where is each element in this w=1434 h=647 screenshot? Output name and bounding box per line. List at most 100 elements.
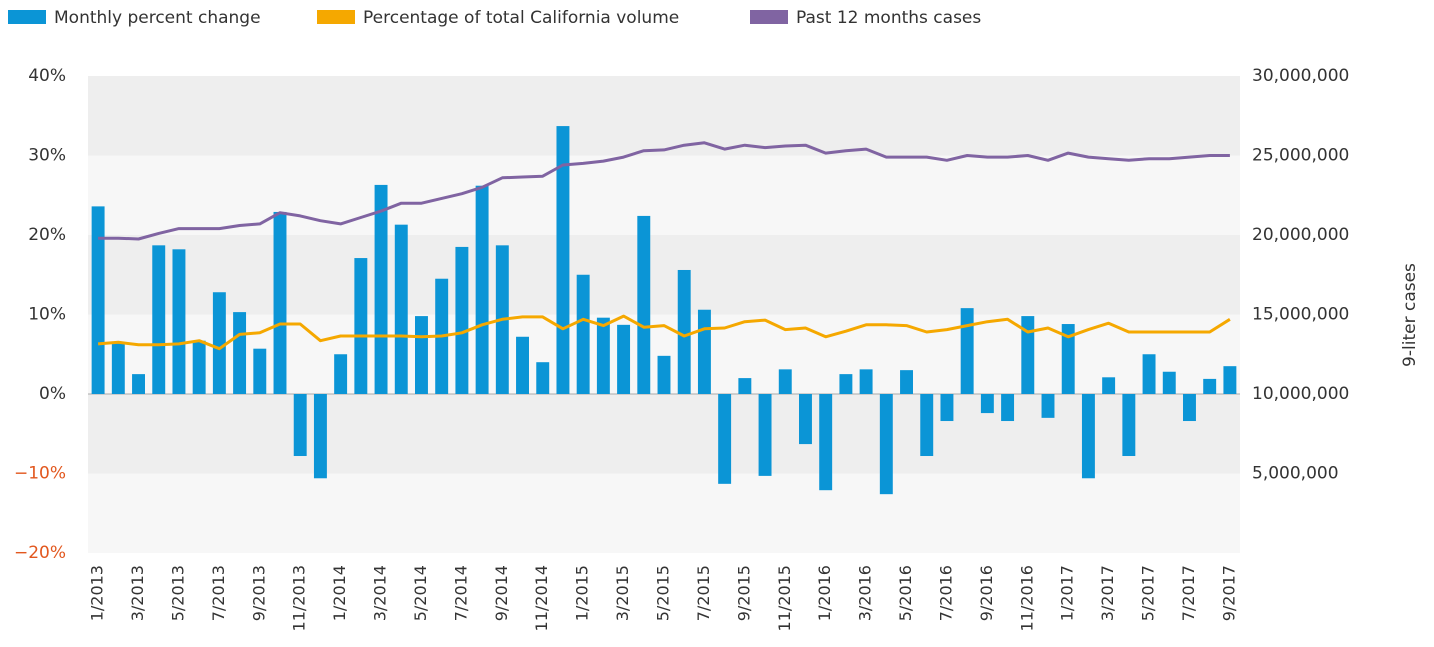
x-tick-label: 1/2017: [1058, 565, 1077, 621]
bar: [1041, 394, 1055, 418]
bar: [677, 269, 691, 394]
x-tick-label: 3/2014: [371, 565, 390, 621]
x-tick-label: 3/2017: [1098, 565, 1117, 621]
bar: [980, 394, 994, 414]
bar: [152, 245, 166, 394]
bar: [1162, 371, 1176, 394]
bar: [334, 354, 348, 394]
y-tick-label: 40%: [28, 66, 66, 86]
x-tick-label: 1/2015: [573, 565, 592, 621]
grid-band: [88, 235, 1240, 315]
legend-label: Monthly percent change: [54, 8, 261, 28]
bar: [233, 312, 247, 394]
bar: [778, 369, 792, 394]
bar: [960, 308, 974, 394]
y-tick-label: 0%: [39, 384, 66, 404]
x-tick-label: 5/2017: [1139, 565, 1158, 621]
bar: [111, 343, 125, 394]
y-tick-label: −10%: [14, 464, 66, 484]
bar: [859, 369, 873, 394]
bar: [1081, 394, 1095, 479]
plot-background: [88, 76, 1240, 553]
bar: [273, 211, 287, 394]
x-tick-label: 7/2017: [1179, 565, 1198, 621]
x-tick-label: 9/2013: [249, 565, 268, 621]
bar: [313, 394, 327, 479]
legend-swatch: [317, 10, 355, 24]
y2-tick-label: 5,000,000: [1252, 464, 1339, 484]
bar: [657, 355, 671, 394]
bar: [738, 378, 752, 394]
bar: [1122, 394, 1136, 457]
y2-tick-label: 15,000,000: [1252, 305, 1349, 325]
bar: [1001, 394, 1015, 422]
bar: [455, 246, 469, 394]
x-tick-label: 9/2017: [1219, 565, 1238, 621]
bar: [172, 249, 186, 394]
x-tick-label: 7/2013: [209, 565, 228, 621]
y2-axis-label: 9-liter cases: [1400, 263, 1420, 367]
bar: [940, 394, 954, 422]
bar: [637, 215, 651, 394]
line: [98, 141, 1230, 241]
legend-label: Past 12 months cases: [796, 8, 981, 28]
bar: [1183, 394, 1196, 422]
bar: [1102, 377, 1116, 394]
bar: [819, 394, 833, 491]
bar: [1061, 324, 1075, 394]
bar: [920, 394, 934, 457]
bar: [758, 394, 772, 476]
bar: [879, 394, 893, 495]
bar: [596, 317, 610, 394]
bar: [799, 394, 812, 445]
bar: [253, 348, 267, 394]
x-tick-label: 7/2016: [936, 565, 955, 621]
x-tick-label: 9/2016: [977, 565, 996, 621]
bar: [1142, 354, 1156, 394]
y2-tick-label: 10,000,000: [1252, 384, 1349, 404]
bar: [132, 374, 145, 394]
legend-label: Percentage of total California volume: [363, 8, 679, 28]
bar: [192, 340, 206, 394]
bar: [617, 324, 631, 394]
x-tick-label: 5/2016: [896, 565, 915, 621]
y-tick-label: 20%: [28, 225, 66, 245]
y-tick-label: 30%: [28, 146, 66, 166]
legend-swatch: [8, 10, 46, 24]
bar: [718, 394, 732, 484]
grid-band: [88, 473, 1240, 553]
x-tick-label: 9/2014: [492, 565, 511, 621]
x-tick-label: 1/2013: [88, 565, 107, 621]
bar: [697, 309, 711, 394]
grid-band: [88, 394, 1240, 474]
x-tick-label: 1/2014: [330, 565, 349, 621]
x-tick-label: 9/2015: [734, 565, 753, 621]
bar: [536, 362, 550, 394]
x-tick-label: 1/2016: [815, 565, 834, 621]
bar: [900, 370, 913, 394]
bar: [374, 184, 388, 394]
x-tick-label: 5/2015: [654, 565, 673, 621]
x-tick-label: 11/2015: [775, 565, 794, 631]
x-tick-label: 11/2013: [290, 565, 309, 631]
x-tick-label: 5/2014: [411, 565, 430, 621]
bar: [415, 316, 428, 394]
x-tick-label: 7/2014: [451, 565, 470, 621]
line: [97, 314, 1231, 351]
bar: [293, 394, 307, 457]
x-tick-label: 3/2015: [613, 565, 632, 621]
y2-tick-label: 30,000,000: [1252, 66, 1349, 86]
bar: [475, 185, 489, 394]
y2-tick-label: 25,000,000: [1252, 146, 1349, 166]
y2-tick-label: 20,000,000: [1252, 225, 1349, 245]
x-tick-label: 3/2013: [128, 565, 147, 621]
legend-swatch: [750, 10, 788, 24]
x-tick-label: 5/2013: [168, 565, 187, 621]
bar: [576, 274, 590, 394]
bar: [394, 224, 408, 394]
bar: [516, 336, 529, 394]
bar: [1223, 366, 1237, 394]
bar: [354, 258, 368, 394]
x-tick-label: 7/2015: [694, 565, 713, 621]
